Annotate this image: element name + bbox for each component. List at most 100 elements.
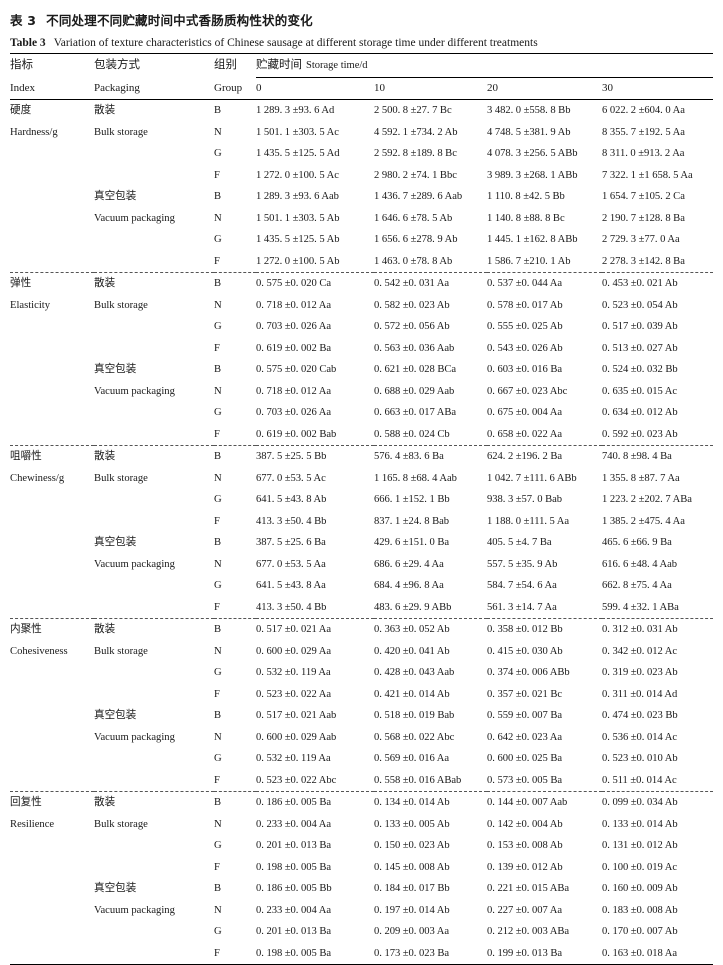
packaging-label-en: Bulk storage <box>94 818 148 830</box>
table-row: Vacuum packaging N 0. 600 ±0. 029 Aab 0. 56… <box>10 727 713 749</box>
packaging-label-cn: 散装 <box>94 272 214 295</box>
value-cell-day-10: 0. 420 ±0. 041 Ab <box>374 645 450 657</box>
value-cell-day-10: 2 500. 8 ±27. 7 Bc <box>374 99 487 122</box>
index-label-en: Resilience <box>10 818 55 830</box>
value-cell-day-30: 0. 453 ±0. 021 Ab <box>602 272 714 295</box>
table-row: Vacuum packaging N 1 501. 1 ±303. 5 Ab 1 64… <box>10 208 713 230</box>
value-cell-day-10: 837. 1 ±24. 8 Bab <box>374 515 449 527</box>
value-cell-day-10: 576. 4 ±83. 6 Ba <box>374 445 487 468</box>
table-row: G 641. 5 ±43. 8 Ab 666. 1 ±152. 1 Bb 938. 3… <box>10 489 713 511</box>
value-cell-day-10: 0. 572 ±0. 056 Ab <box>374 321 450 332</box>
index-label-empty <box>10 554 94 576</box>
value-cell-day-30: 1 654. 7 ±105. 2 Ca <box>602 191 685 202</box>
packaging-label-empty <box>94 402 214 424</box>
value-cell-day-10: 0. 542 ±0. 031 Aa <box>374 272 487 295</box>
value-cell-day-30: 0. 474 ±0. 023 Bb <box>602 710 678 721</box>
index-label-empty <box>10 381 94 403</box>
header-storage-time-cn: 贮藏时间 <box>256 57 302 71</box>
group-label: G <box>214 840 222 851</box>
value-cell-day-30: 0. 163 ±0. 018 Aa <box>602 947 677 959</box>
index-label-empty <box>10 229 94 251</box>
header-row-chinese: 指标 包装方式 组别 贮藏时间 Storage time/d <box>10 53 714 78</box>
value-cell-day-10: 0. 563 ±0. 036 Aab <box>374 342 455 354</box>
index-label-empty <box>10 143 94 165</box>
table-row: Resilience Bulk storage N 0. 233 ±0. 004 Aa… <box>10 814 713 836</box>
header-day-30: 30 <box>602 82 613 94</box>
table-row: G 1 435. 5 ±125. 5 Ab 1 656. 6 ±278. 9 Ab 1… <box>10 229 713 251</box>
value-cell-day-20: 0. 153 ±0. 008 Ab <box>487 840 563 851</box>
index-label-en: Hardness/g <box>10 126 58 138</box>
value-cell-day-0: 0. 233 ±0. 004 Aa <box>256 818 331 830</box>
index-label-empty <box>10 662 94 684</box>
packaging-label-en: Vacuum packaging <box>94 385 175 397</box>
header-index-en: Index <box>10 81 36 94</box>
table-row: G 0. 703 ±0. 026 Aa 0. 572 ±0. 056 Ab 0. 55… <box>10 316 713 338</box>
value-cell-day-30: 0. 312 ±0. 031 Ab <box>602 618 714 641</box>
value-cell-day-0: 1 501. 1 ±303. 5 Ab <box>256 212 340 224</box>
group-label: N <box>214 299 222 311</box>
packaging-label-empty <box>94 229 214 251</box>
value-cell-day-30: 2 278. 3 ±142. 8 Ba <box>602 255 685 267</box>
value-cell-day-0: 677. 0 ±53. 5 Ac <box>256 472 326 484</box>
table-row: G 0. 201 ±0. 013 Ba 0. 209 ±0. 003 Aa 0. 21… <box>10 921 713 943</box>
index-label-empty <box>10 511 94 533</box>
value-cell-day-20: 0. 559 ±0. 007 Ba <box>487 710 562 721</box>
value-cell-day-30: 0. 634 ±0. 012 Ab <box>602 407 678 418</box>
value-cell-day-30: 599. 4 ±32. 1 ABa <box>602 601 679 613</box>
value-cell-day-0: 387. 5 ±25. 6 Ba <box>256 537 326 548</box>
value-cell-day-30: 6 022. 2 ±604. 0 Aa <box>602 99 714 122</box>
index-label-en: Cohesiveness <box>10 645 68 657</box>
value-cell-day-0: 0. 600 ±0. 029 Aa <box>256 645 331 657</box>
table-row: 内聚性 散装 B 0. 517 ±0. 021 Aa 0. 363 ±0. 052 Ab… <box>10 618 714 641</box>
value-cell-day-30: 465. 6 ±66. 9 Ba <box>602 537 672 548</box>
packaging-label-en: Bulk storage <box>94 126 148 138</box>
index-label-empty <box>10 165 94 187</box>
value-cell-day-0: 0. 517 ±0. 021 Aa <box>256 618 374 641</box>
group-label: F <box>214 861 220 873</box>
value-cell-day-10: 483. 6 ±29. 9 ABb <box>374 601 452 613</box>
table-row: 真空包装 B 387. 5 ±25. 6 Ba 429. 6 ±151. 0 Ba 40… <box>10 532 713 554</box>
group-label: G <box>214 321 222 332</box>
value-cell-day-20: 938. 3 ±57. 0 Bab <box>487 494 562 505</box>
index-label-empty <box>10 402 94 424</box>
index-label-empty <box>10 835 94 857</box>
table-row: Vacuum packaging N 0. 233 ±0. 004 Aa 0. 197… <box>10 900 713 922</box>
packaging-label-empty <box>94 251 214 273</box>
group-label: F <box>214 947 220 959</box>
value-cell-day-10: 0. 197 ±0. 014 Ab <box>374 904 450 916</box>
value-cell-day-0: 0. 523 ±0. 022 Aa <box>256 688 331 700</box>
packaging-label-empty <box>94 921 214 943</box>
value-cell-day-0: 0. 619 ±0. 002 Bab <box>256 428 337 440</box>
header-index-cn: 指标 <box>10 53 94 78</box>
value-cell-day-20: 3 989. 3 ±268. 1 ABb <box>487 169 578 181</box>
group-label: B <box>214 191 222 202</box>
table-row: F 0. 523 ±0. 022 Abc 0. 558 ±0. 016 ABab 0.… <box>10 770 713 792</box>
value-cell-day-30: 7 322. 1 ±1 658. 5 Aa <box>602 169 693 181</box>
value-cell-day-0: 0. 198 ±0. 005 Ba <box>256 861 331 873</box>
value-cell-day-30: 0. 592 ±0. 023 Ab <box>602 428 678 440</box>
table-title-chinese: 表 3 不同处理不同贮藏时间中式香肠质构性状的变化 <box>0 0 723 29</box>
value-cell-day-20: 4 748. 5 ±381. 9 Ab <box>487 126 571 138</box>
value-cell-day-20: 3 482. 0 ±558. 8 Bb <box>487 99 602 122</box>
packaging-label-empty <box>94 424 214 446</box>
value-cell-day-30: 8 355. 7 ±192. 5 Aa <box>602 126 685 138</box>
index-label-empty <box>10 186 94 208</box>
group-label: G <box>214 667 222 678</box>
group-label: B <box>214 537 222 548</box>
index-label-cn: 硬度 <box>10 99 94 122</box>
value-cell-day-10: 684. 4 ±96. 8 Aa <box>374 580 444 591</box>
value-cell-day-0: 0. 703 ±0. 026 Aa <box>256 407 331 418</box>
table-row: 硬度 散装 B 1 289. 3 ±93. 6 Ad 2 500. 8 ±27. 7 B… <box>10 99 714 122</box>
group-label: G <box>214 926 222 937</box>
value-cell-day-30: 662. 8 ±75. 4 Aa <box>602 580 672 591</box>
value-cell-day-10: 666. 1 ±152. 1 Bb <box>374 494 450 505</box>
header-day-10: 10 <box>374 82 385 94</box>
group-label: F <box>214 601 220 613</box>
value-cell-day-20: 0. 374 ±0. 006 ABb <box>487 667 570 678</box>
packaging-label-empty <box>94 575 214 597</box>
header-group-cn: 组别 <box>214 53 256 78</box>
group-label: F <box>214 342 220 354</box>
value-cell-day-0: 0. 575 ±0. 020 Cab <box>256 364 337 375</box>
value-cell-day-0: 1 501. 1 ±303. 5 Ac <box>256 126 339 138</box>
